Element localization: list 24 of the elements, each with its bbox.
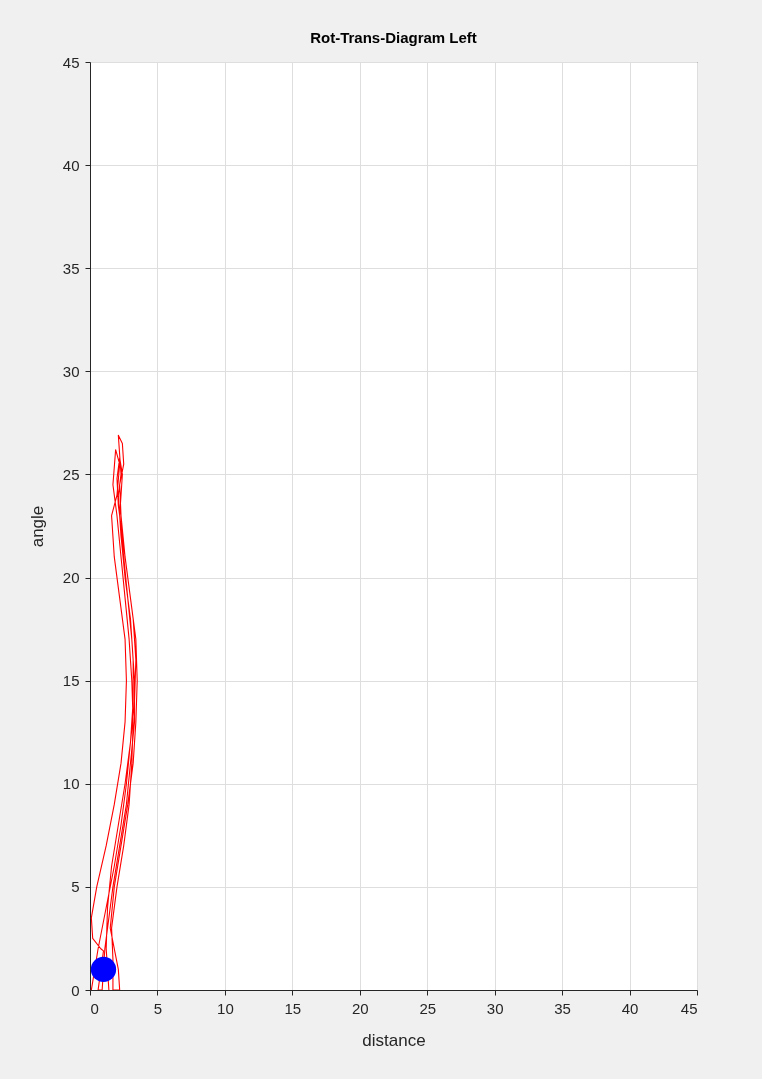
x-tick-label: 20 (351, 999, 369, 1017)
y-tick-label: 45 (62, 53, 80, 71)
x-tick-label: 45 (680, 999, 698, 1017)
x-tick-label: 0 (90, 999, 99, 1017)
x-tick-label: 25 (419, 999, 437, 1017)
x-tick-label: 30 (486, 999, 504, 1017)
y-axis-title: angle (27, 505, 47, 548)
line-series (90, 434, 138, 990)
x-tick-label: 5 (153, 999, 163, 1017)
y-tick-label: 20 (62, 569, 80, 587)
x-tick-label: 35 (554, 999, 571, 1017)
x-tick-label: 10 (217, 999, 234, 1017)
x-axis-title: distance (362, 1030, 426, 1050)
y-tick-label: 0 (71, 981, 80, 999)
y-tick-label: 35 (62, 259, 80, 277)
chart-title: Rot-Trans-Diagram Left (310, 29, 477, 46)
y-tick-label: 10 (62, 775, 80, 793)
x-tick-label: 40 (621, 999, 639, 1017)
y-tick-label: 30 (62, 362, 80, 380)
y-tick-label: 15 (62, 672, 80, 690)
y-tick-label: 40 (62, 156, 80, 174)
y-tick-label: 5 (71, 878, 80, 896)
x-tick-label: 15 (284, 999, 302, 1017)
y-tick-label: 25 (62, 465, 80, 483)
